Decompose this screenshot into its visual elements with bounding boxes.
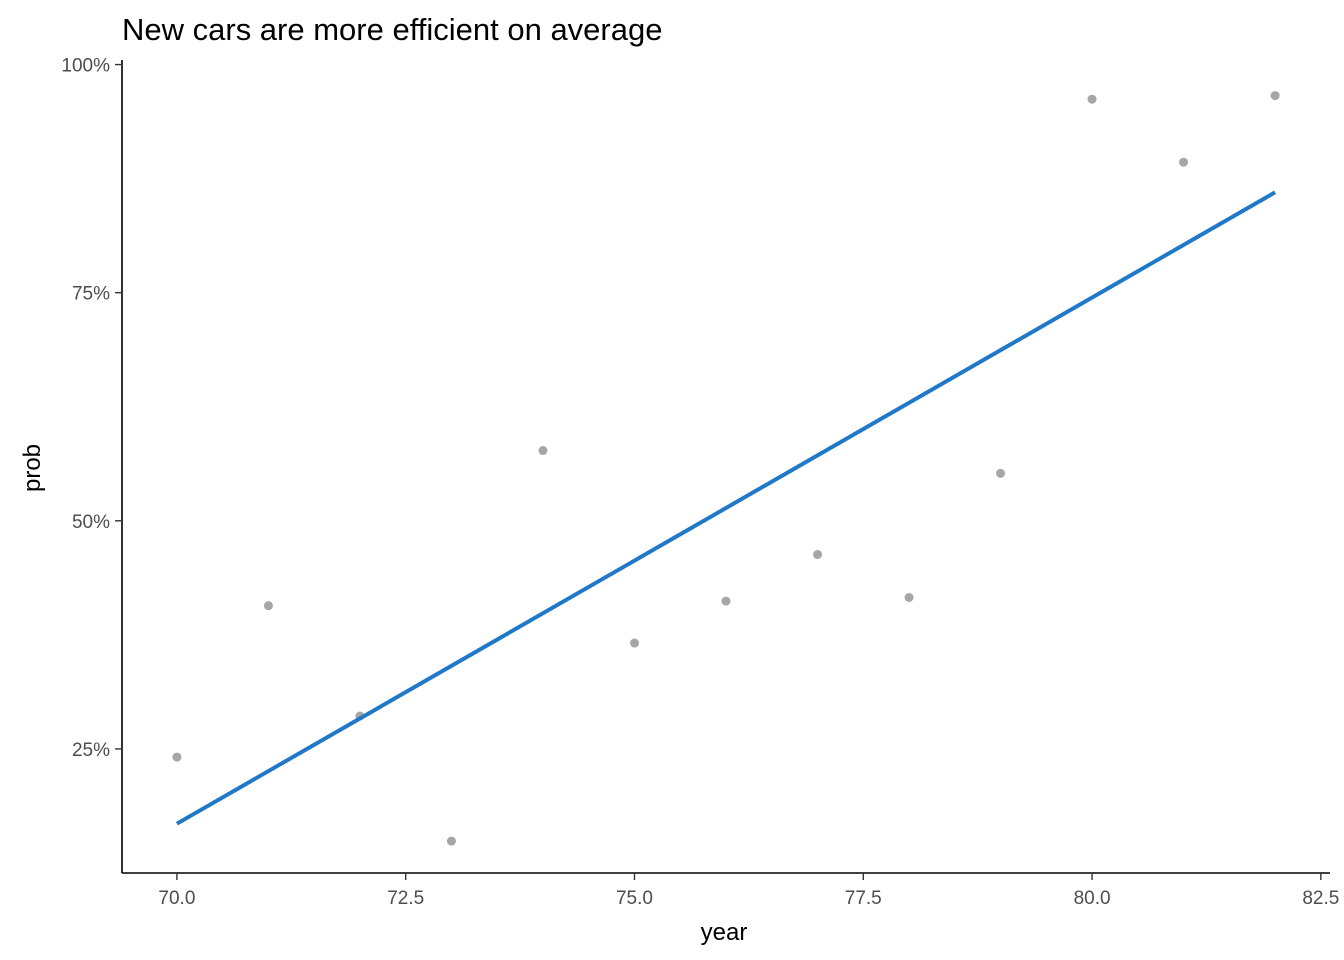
x-axis-title: year — [701, 919, 748, 946]
data-point — [904, 592, 914, 602]
data-point — [813, 550, 823, 560]
data-point — [263, 601, 273, 611]
x-axis-ticks: 70.0 72.5 75.0 77.5 80.0 82.5 — [158, 873, 1339, 909]
y-tick-label: 50% — [72, 512, 110, 533]
data-point — [721, 596, 731, 606]
chart-title: New cars are more efficient on average — [122, 12, 662, 47]
axes — [121, 60, 1330, 874]
data-point — [446, 836, 456, 846]
y-tick-label: 75% — [72, 284, 110, 305]
x-tick-label: 75.0 — [616, 888, 653, 909]
x-tick-label: 80.0 — [1074, 888, 1111, 909]
data-point — [996, 468, 1006, 478]
y-tick-label: 25% — [72, 740, 110, 761]
data-point — [1087, 94, 1097, 104]
data-point — [172, 752, 182, 762]
data-point — [629, 638, 639, 648]
trend-line — [175, 190, 1277, 826]
data-point — [1270, 91, 1280, 101]
data-point — [1179, 157, 1189, 167]
y-axis-ticks: 25% 50% 75% 100% — [61, 56, 122, 761]
x-tick-label: 72.5 — [387, 888, 424, 909]
x-tick-label: 70.0 — [158, 888, 195, 909]
y-axis-title: prob — [19, 444, 46, 492]
y-tick-label: 100% — [61, 56, 110, 77]
x-tick-label: 82.5 — [1302, 888, 1339, 909]
x-tick-label: 77.5 — [845, 888, 882, 909]
data-point — [538, 446, 548, 456]
plot-marks — [172, 91, 1280, 846]
